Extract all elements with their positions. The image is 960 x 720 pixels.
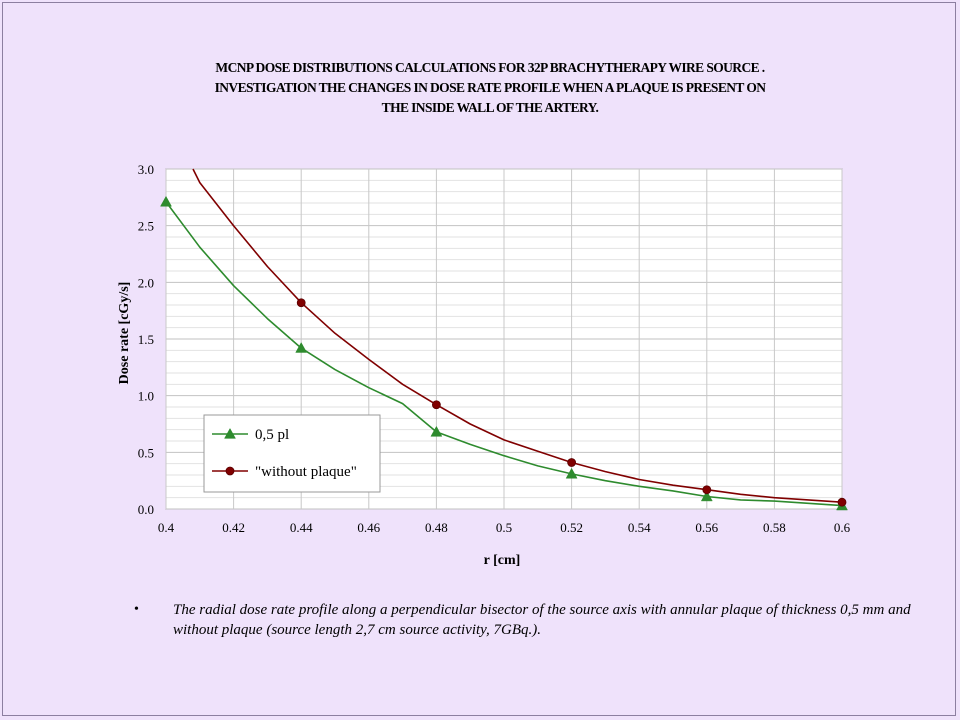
y-tick-label: 2.0 <box>138 275 154 290</box>
legend-box <box>203 414 381 493</box>
title-line-1: MCNP DOSE DISTRIBUTIONS CALCULATIONS FOR… <box>215 60 765 75</box>
triangle-marker <box>565 467 578 479</box>
y-tick-label: 2.5 <box>138 219 154 234</box>
legend-label: "without plaque" <box>255 464 357 480</box>
legend-items: 0,5 pl "without plaque" <box>212 427 357 480</box>
x-tick-label: 0.58 <box>763 520 786 535</box>
series-line-2 <box>192 168 843 503</box>
circle-marker <box>837 497 847 507</box>
legend-label: 0,5 pl <box>255 427 289 443</box>
circle-marker <box>296 298 306 308</box>
x-tick-label: 0.56 <box>695 520 718 535</box>
series-2 <box>192 168 847 507</box>
triangle-marker <box>430 425 443 437</box>
x-tick-label: 0.48 <box>425 520 448 535</box>
circle-marker <box>702 485 712 495</box>
x-tick-label: 0.4 <box>158 520 175 535</box>
triangle-marker <box>160 195 172 207</box>
circle-marker <box>225 466 235 476</box>
series-layer <box>160 168 848 511</box>
x-tick-label: 0.6 <box>834 520 851 535</box>
x-tick-label: 0.52 <box>560 520 583 535</box>
title-line-2: INVESTIGATION THE CHANGES IN DOSE RATE P… <box>214 80 766 95</box>
x-tick-label: 0.42 <box>222 520 245 535</box>
circle-marker <box>431 400 441 410</box>
x-axis-label: r [cm] <box>484 553 521 568</box>
x-tick-label: 0.44 <box>290 520 313 535</box>
x-tick-label: 0.46 <box>357 520 380 535</box>
y-tick-label: 1.5 <box>138 332 154 347</box>
circle-marker <box>567 458 576 467</box>
y-axis-label: Dose rate [cGy/s] <box>117 282 132 385</box>
caption-bullet: • The radial dose rate profile along a p… <box>134 600 924 640</box>
y-tick-label: 0.0 <box>138 502 154 517</box>
y-tick-label: 0.5 <box>138 445 154 460</box>
triangle-marker <box>295 342 308 353</box>
triangle-marker <box>224 427 236 439</box>
y-tick-label: 1.0 <box>138 389 154 404</box>
y-tick-label: 3.0 <box>138 162 154 177</box>
title-line-3: THE INSIDE WALL OF THE ARTERY. <box>381 100 599 115</box>
triangle-marker <box>700 490 713 502</box>
legend: 0,5 pl "without plaque" <box>203 414 381 493</box>
bullet-icon: • <box>134 602 139 617</box>
x-tick-label: 0.5 <box>496 520 512 535</box>
x-tick-label: 0.54 <box>628 520 651 535</box>
caption-text: The radial dose rate profile along a per… <box>173 602 911 638</box>
series-line-1 <box>165 201 843 507</box>
axis-layer: 0.0 0.5 1.0 1.5 2.0 2.5 3.0 0.4 0.42 0.44 0.46 0.48… <box>138 162 851 535</box>
